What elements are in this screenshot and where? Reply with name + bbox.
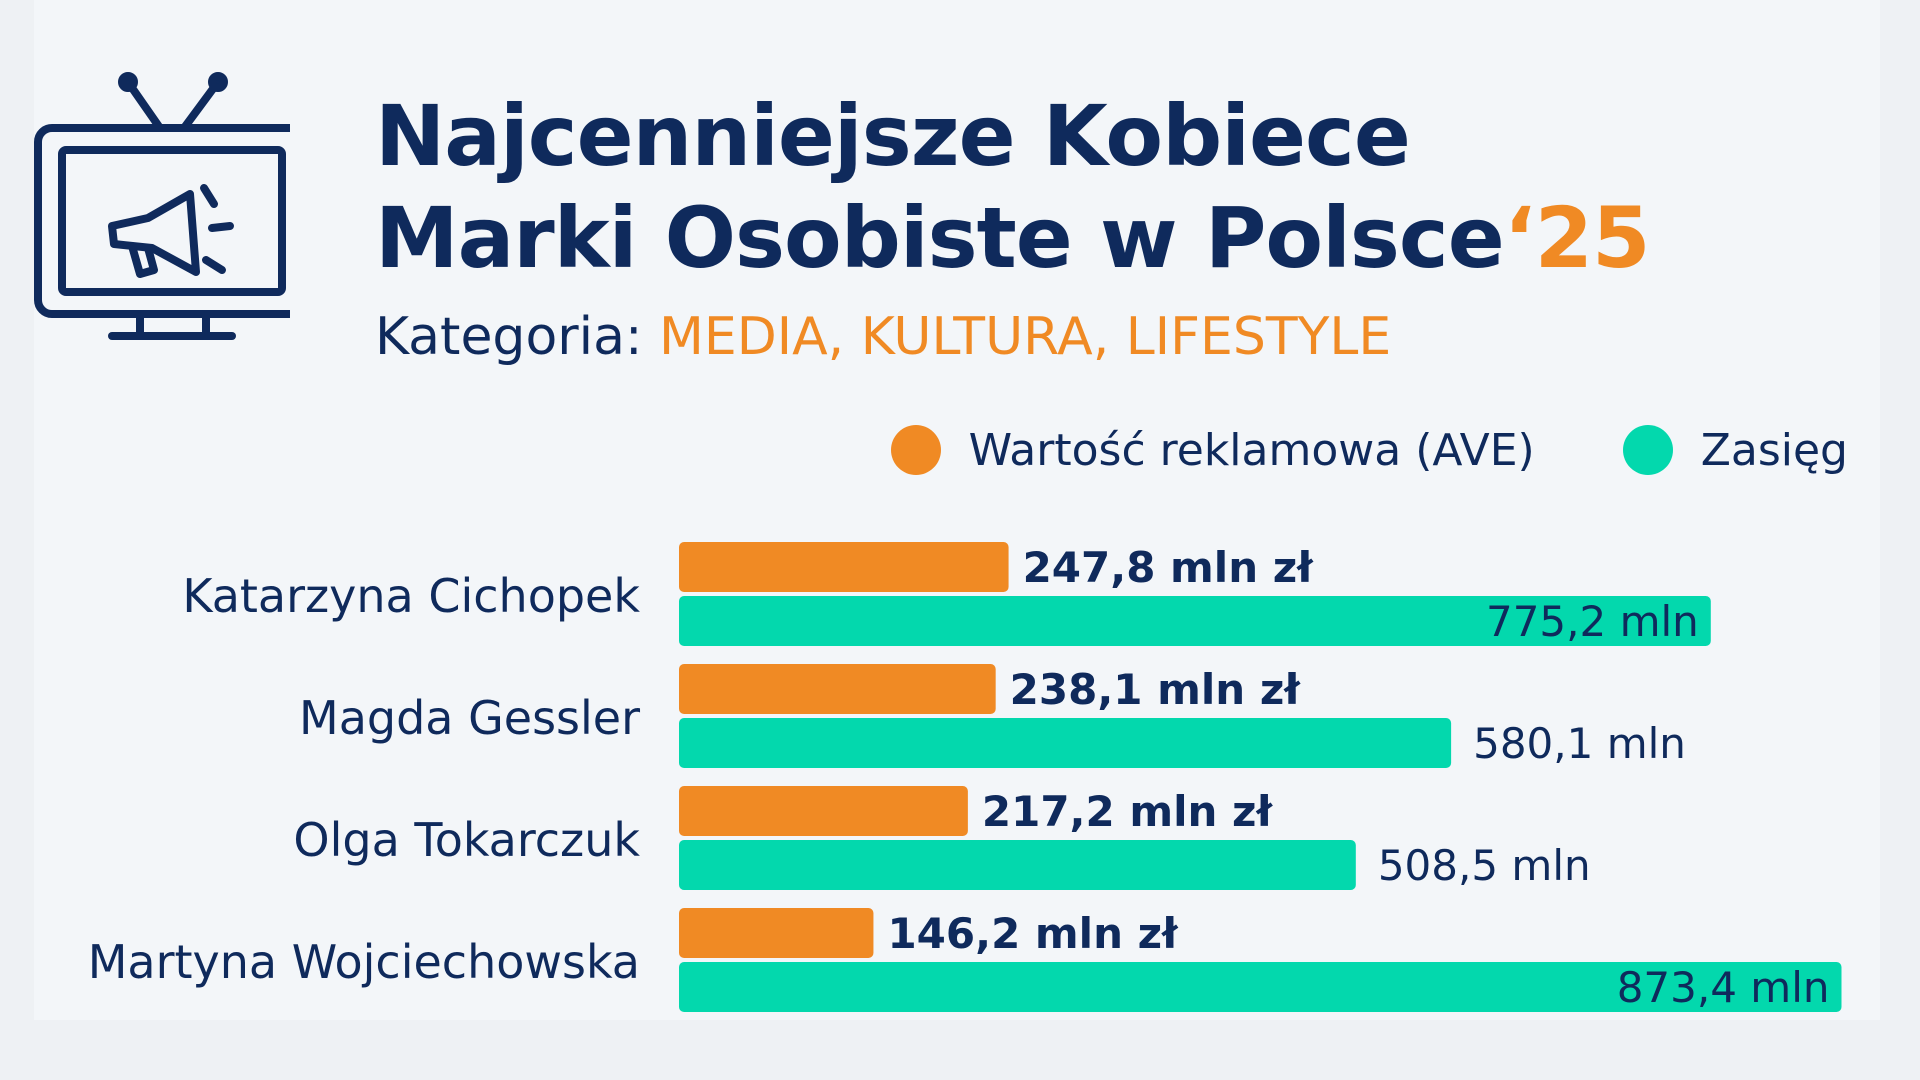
bar-group: Katarzyna Cichopek 247,8 mln zł 775,2 mln: [182, 542, 1711, 646]
category-label: Magda Gessler: [299, 691, 640, 745]
title-line-2: Marki Osobiste w Polsce: [375, 189, 1505, 287]
legend-item-reach: Zasięg: [1622, 424, 1848, 476]
bar-label-reach: 508,5 mln: [1378, 841, 1591, 890]
bar-label-ave: 247,8 mln zł: [1023, 543, 1315, 592]
bar-reach: [679, 840, 1356, 890]
bar-chart: Katarzyna Cichopek 247,8 mln zł 775,2 mln M…: [88, 542, 1842, 1012]
bar-label-reach: 873,4 mln: [1617, 963, 1830, 1012]
bar-group: Magda Gessler 238,1 mln zł 580,1 mln: [299, 664, 1686, 768]
bar-label-reach: 775,2 mln: [1486, 597, 1699, 646]
legend-label-ave: Wartość reklamowa (AVE): [968, 424, 1535, 476]
bar-label-ave: 217,2 mln zł: [982, 787, 1274, 836]
tv-megaphone-icon: [34, 72, 290, 340]
category-label: Olga Tokarczuk: [293, 813, 640, 867]
title-year: ‘25: [1503, 189, 1651, 287]
bar-label-ave: 238,1 mln zł: [1010, 665, 1302, 714]
bar-group: Olga Tokarczuk 217,2 mln zł 508,5 mln: [293, 786, 1591, 890]
category-label: Katarzyna Cichopek: [182, 569, 640, 623]
bar-reach: [679, 962, 1842, 1012]
bar-reach: [679, 718, 1452, 768]
legend-item-ave: Wartość reklamowa (AVE): [890, 424, 1535, 476]
legend-dot-reach: [1622, 425, 1673, 475]
category-value: MEDIA, KULTURA, LIFESTYLE: [659, 307, 1392, 367]
title-line-1: Najcenniejsze Kobiece: [375, 87, 1411, 185]
legend-dot-ave: [890, 425, 941, 475]
bar-ave: [679, 786, 968, 836]
chart-legend: Wartość reklamowa (AVE) Zasięg: [890, 420, 1848, 480]
category-line: Kategoria: MEDIA, KULTURA, LIFESTYLE: [375, 302, 1391, 372]
bar-ave: [679, 542, 1009, 592]
bar-label-ave: 146,2 mln zł: [887, 909, 1179, 958]
bar-ave: [679, 664, 996, 714]
category-label: Kategoria:: [375, 307, 659, 367]
bar-group: Martyna Wojciechowska 146,2 mln zł 873,4 m…: [88, 908, 1842, 1012]
bar-reach: [679, 596, 1711, 646]
bar-label-reach: 580,1 mln: [1473, 719, 1686, 768]
category-label: Martyna Wojciechowska: [88, 935, 640, 989]
page-title: Najcenniejsze Kobiece Marki Osobiste w P…: [375, 85, 1650, 289]
legend-label-reach: Zasięg: [1700, 424, 1848, 476]
bar-ave: [679, 908, 874, 958]
